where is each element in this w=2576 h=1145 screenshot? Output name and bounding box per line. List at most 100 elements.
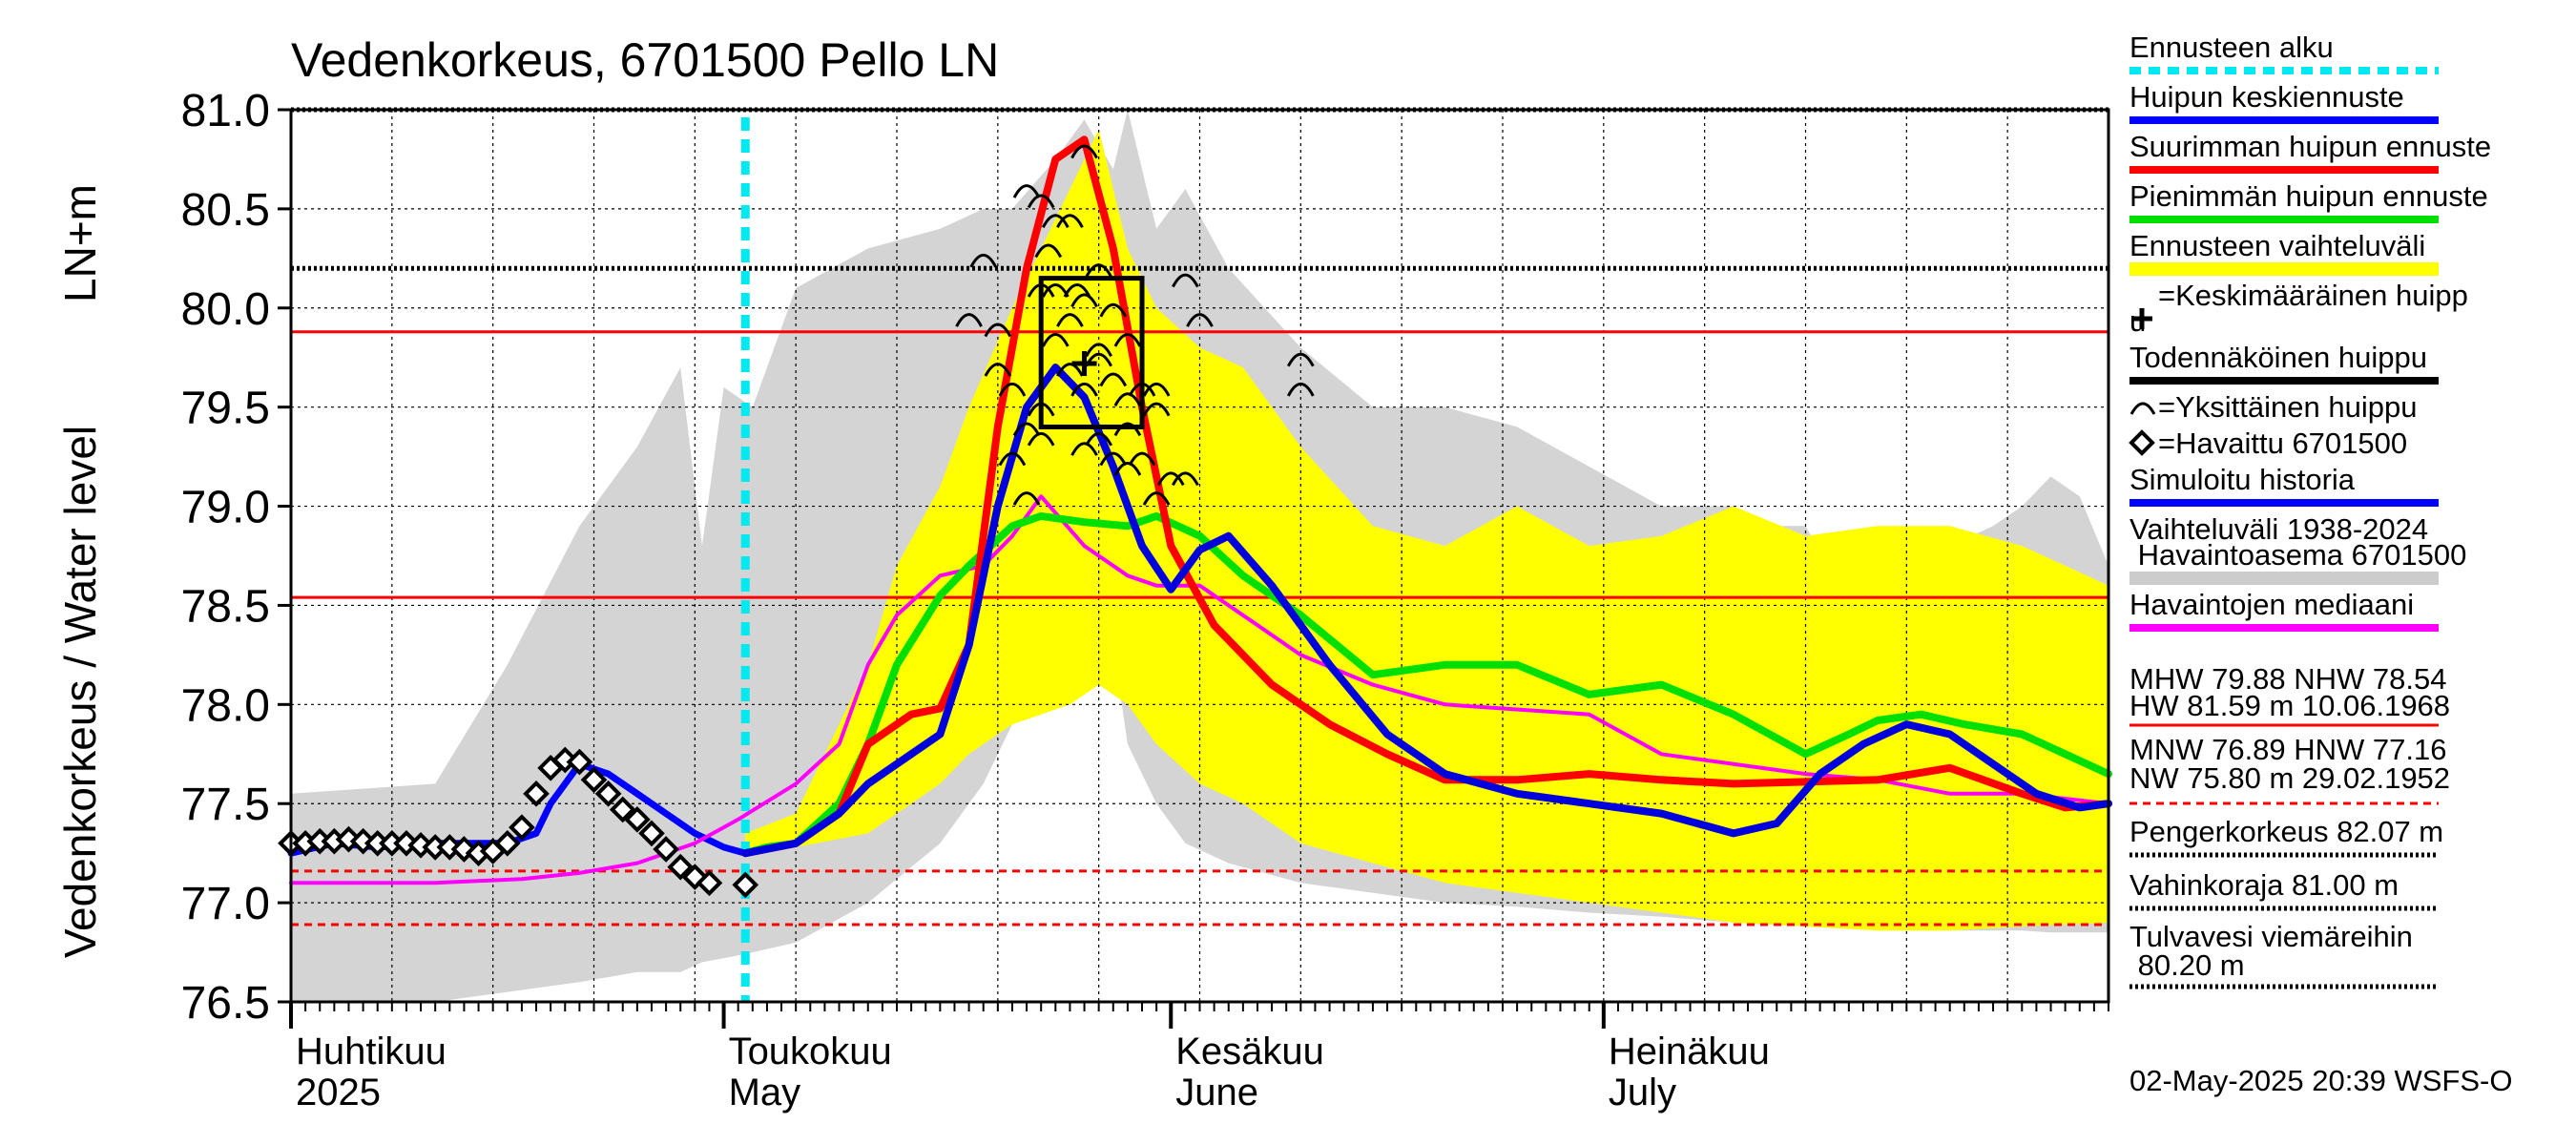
individual-peak-marker (998, 382, 1027, 397)
x-month-label-fi: Toukokuu (729, 1030, 892, 1072)
individual-peak-marker (1041, 283, 1070, 298)
x-month-label-fi: Huhtikuu (296, 1030, 447, 1072)
threshold-label-tulva-value: 80.20 m (2129, 948, 2245, 982)
threshold-label-vahinko: Vahinkoraja 81.00 m (2129, 868, 2399, 902)
legend-label: =Yksittäinen huippu (2158, 390, 2417, 424)
observed-point (450, 836, 478, 863)
individual-peak-marker (998, 451, 1027, 467)
stats-line-3: MNW 76.89 HNW 77.16 (2129, 733, 2447, 766)
legend-swatch-plus (2131, 308, 2152, 329)
individual-peak-marker (1056, 214, 1084, 228)
probable-peak-box (1038, 276, 1145, 429)
observed-point (493, 829, 521, 857)
individual-peak-marker (1027, 194, 1055, 209)
legend-label: Ennusteen alku (2129, 31, 2334, 64)
legend-label: Huipun keskiennuste (2129, 80, 2404, 114)
individual-peak-marker (1286, 352, 1315, 367)
observed-point (732, 871, 759, 899)
individual-peak-marker (1070, 293, 1098, 308)
legend: Ennusteen alku Huipun keskiennuste Suurimm… (2129, 31, 2491, 632)
y-tick-label: 78.0 (181, 680, 270, 731)
legend-label: Todennäköinen huippu (2129, 341, 2427, 374)
individual-peak-marker (1041, 214, 1070, 228)
y-tick-label: 79.0 (181, 483, 270, 533)
legend-label: =Keskimääräinen huipp (2158, 279, 2468, 312)
individual-peak-marker (969, 253, 998, 268)
individual-peak-marker (1056, 363, 1084, 377)
individual-peak-marker (1113, 392, 1142, 406)
observed-point (523, 781, 550, 807)
individual-peak-marker (1099, 372, 1128, 387)
individual-peak-marker (1142, 402, 1171, 417)
individual-peak-marker (1113, 462, 1142, 476)
x-month-label-fi: Kesäkuu (1175, 1030, 1324, 1072)
individual-peak-marker (1012, 422, 1041, 437)
individual-peak-marker (1070, 442, 1098, 456)
series-pienimm-n-huipun-ennuste (741, 511, 2112, 858)
observed-point (653, 836, 679, 863)
stats-line-2: HW 81.59 m 10.06.1968 (2129, 689, 2450, 722)
legend-label: Ennusteen vaihteluväli (2129, 229, 2425, 262)
observed-point (624, 806, 651, 833)
timestamp: 02-May-2025 20:39 WSFS-O (2129, 1064, 2512, 1097)
individual-peak-marker (1085, 343, 1113, 358)
legend-label: Pienimmän huipun ennuste (2129, 179, 2488, 213)
individual-peak-marker (955, 313, 983, 327)
axes-layer: 81.0 80.5 80.0 79.5 79.0 78.5 78.0 77.5 77.0 76.5… (181, 86, 2110, 1114)
legend-label: Havaintojen mediaani (2129, 588, 2414, 621)
legend-label-line2: Havaintoasema 6701500 (2129, 538, 2466, 572)
y-tick-label: 81.0 (181, 86, 270, 136)
y-tick-label: 77.0 (181, 879, 270, 929)
individual-peak-marker (1099, 451, 1128, 467)
observed-point (509, 814, 535, 841)
legend-swatch-band (2129, 572, 2439, 585)
observed-point (580, 766, 608, 794)
observed-point (594, 781, 622, 807)
stats-line-4: NW 75.80 m 29.02.1952 (2129, 761, 2450, 795)
observed-point (566, 748, 593, 776)
legend-swatch-arc (2129, 402, 2156, 415)
individual-peak-marker (984, 363, 1012, 377)
observed-point (638, 820, 665, 847)
individual-peak-marker (1034, 243, 1063, 259)
y-axis-label: Vedenkorkeus / Water level (55, 426, 105, 958)
individual-peak-marker (1099, 302, 1128, 318)
y-tick-label: 79.5 (181, 384, 270, 434)
series-suurimman-huipun-ennuste (741, 135, 2112, 858)
individual-peak-marker (1113, 422, 1142, 437)
individual-peak-marker (1172, 273, 1199, 288)
individual-peak-marker (1172, 471, 1199, 487)
x-month-label-en: July (1609, 1072, 1676, 1114)
individual-peak-marker (984, 323, 1012, 338)
observed-point (667, 853, 695, 881)
individual-peak-marker (1070, 382, 1098, 397)
legend-label: Suurimman huipun ennuste (2129, 130, 2491, 163)
individual-peak-marker (1027, 431, 1055, 447)
individual-peak-marker (1012, 184, 1041, 198)
y-tick-label: 77.5 (181, 780, 270, 830)
y-axis-unit-label: LN+m (55, 184, 105, 302)
series-huipun-keskiennuste (741, 364, 2112, 858)
individual-peak-marker (1056, 313, 1084, 327)
individual-peak-marker (1012, 491, 1041, 506)
legend-swatch-band (2129, 262, 2439, 276)
threshold-label-penger: Pengerkorkeus 82.07 m (2129, 815, 2443, 848)
individual-peak-marker (1085, 431, 1113, 447)
markers-layer (278, 144, 1315, 899)
individual-peak-marker (1113, 332, 1142, 347)
individual-peak-marker (1142, 382, 1171, 397)
stats-line-1: MHW 79.88 NHW 78.54 (2129, 662, 2447, 696)
threshold-label-tulva: Tulvavesi viemäreihin (2129, 920, 2413, 953)
observed-point (609, 796, 636, 823)
individual-peak-marker (1186, 313, 1214, 327)
individual-peak-marker (1142, 491, 1171, 506)
y-tick-label: 78.5 (181, 581, 270, 632)
legend-label: =Havaittu 6701500 (2158, 427, 2407, 460)
individual-peak-marker (1070, 144, 1098, 159)
individual-peak-marker (1085, 263, 1113, 278)
y-tick-label: 76.5 (181, 978, 270, 1029)
x-month-label-en: May (729, 1072, 801, 1114)
y-tick-label: 80.5 (181, 185, 270, 236)
observed-point (696, 869, 723, 897)
